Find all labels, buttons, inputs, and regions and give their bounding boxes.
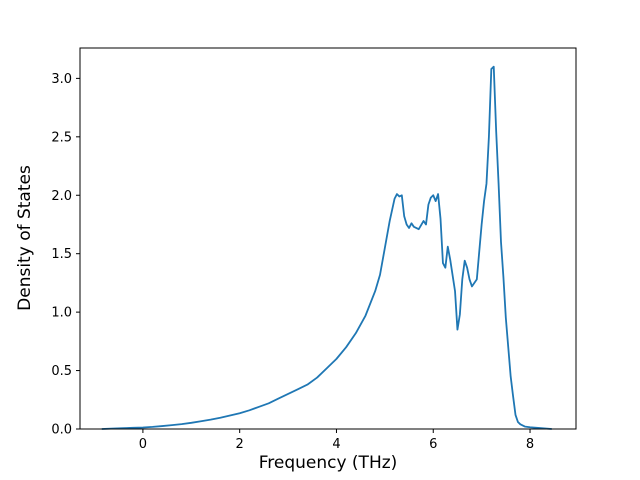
y-tick-label: 0.0 [51, 423, 72, 438]
y-tick-label: 3.0 [51, 72, 72, 87]
x-axis-ticks: 0 2 4 6 8 [139, 429, 534, 452]
x-tick-label: 4 [332, 437, 340, 452]
y-tick-label: 2.5 [51, 130, 72, 145]
x-tick-label: 6 [429, 437, 437, 452]
series-line-density-of-states [101, 65, 552, 430]
y-tick-label: 1.5 [51, 247, 72, 262]
x-tick-label: 2 [236, 437, 244, 452]
x-tick-label: 8 [526, 437, 534, 452]
plot-area [80, 48, 576, 429]
y-tick-label: 2.0 [51, 189, 72, 204]
y-tick-label: 0.5 [51, 364, 72, 379]
y-tick-label: 1.0 [51, 306, 72, 321]
x-tick-label: 0 [139, 437, 147, 452]
y-axis-label: Density of States [15, 165, 35, 311]
axes-spines [79, 47, 577, 430]
dos-curve [101, 65, 552, 430]
x-axis-label: Frequency (THz) [259, 453, 398, 473]
y-axis-ticks: 0.0 0.5 1.0 1.5 2.0 2.5 3.0 [51, 72, 80, 438]
